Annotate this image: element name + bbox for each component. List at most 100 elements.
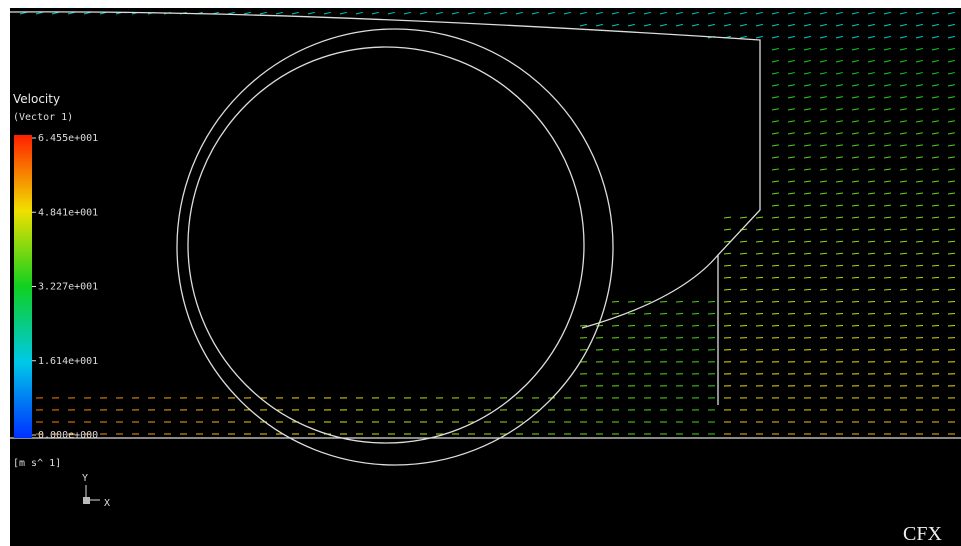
vector-arrow [899,192,908,195]
vector-arrow [931,96,939,99]
viewport [10,8,961,546]
vector-arrow [883,228,892,231]
vector-arrow [771,11,779,15]
vector-arrow [419,11,427,15]
vector-arrow [947,156,955,159]
vector-arrow [803,264,812,267]
axis-origin [83,497,90,504]
vector-arrow [835,35,843,39]
vector-arrow [899,108,907,111]
vector-arrow [915,11,923,15]
vector-arrow [915,144,923,147]
vector-arrow [883,156,891,159]
vector-arrow [579,11,587,15]
vector-arrow [851,23,859,27]
vector-arrow [819,216,828,219]
vector-arrow [851,228,860,231]
vector-arrow [787,108,795,111]
vector-arrow [787,84,795,87]
vector-arrow [851,47,859,51]
vector-arrow [899,120,907,123]
vector-arrow [739,11,747,15]
vector-arrow [867,204,876,207]
vector-arrow [739,35,747,39]
vector-arrow [755,300,764,303]
vector-arrow [595,11,603,15]
vector-arrow [915,300,924,303]
vector-arrow [755,228,764,231]
vector-arrow [899,72,907,75]
vector-arrow [883,108,891,111]
vector-arrow [931,108,939,111]
vector-arrow [803,96,811,99]
vector-arrow [451,11,459,15]
vector-arrow [659,23,667,27]
vector-arrow [771,132,779,135]
vector-arrow [883,180,891,183]
vector-arrow [739,276,748,279]
vector-arrow [867,35,875,39]
vector-arrow [723,23,731,27]
vector-arrow [787,180,795,183]
vector-arrow [931,288,940,291]
vector-arrow [867,23,875,27]
vector-arrow [755,240,764,243]
vector-arrow [947,288,956,291]
vector-arrow [19,11,27,15]
vector-arrow [691,11,699,15]
vector-arrow [675,23,683,27]
vector-arrow [867,180,875,183]
vector-arrow [867,168,875,171]
vector-arrow [307,11,315,15]
vector-arrow [771,252,780,255]
vector-arrow [883,72,891,75]
vector-arrow [851,216,860,219]
vector-arrow [819,35,827,39]
vector-arrow [515,11,523,15]
vector-arrow [803,84,811,87]
vector-arrow [947,120,955,123]
vector-arrow [947,72,955,75]
vector-arrow [915,108,923,111]
vector-arrow [883,84,891,87]
vector-arrow [899,96,907,99]
vector-arrow [403,11,411,15]
vector-arrow [931,156,939,159]
vector-arrow [787,288,796,291]
legend-subtitle: (Vector 1) [13,112,73,123]
vector-arrow [947,60,955,63]
vector-arrow [851,192,860,195]
vector-arrow [899,228,908,231]
vector-arrow [899,84,907,87]
vector-arrow [931,192,940,195]
vector-arrow [819,156,827,159]
vector-arrow [947,144,955,147]
vector-arrow [883,47,891,51]
vector-arrow [835,228,844,231]
vector-arrow [819,180,827,183]
vector-arrow [723,216,732,219]
vector-arrow [867,144,875,147]
vector-arrow [851,144,859,147]
vector-arrow [931,252,940,255]
vector-arrow [835,60,843,63]
vector-arrow [867,60,875,63]
vector-arrow [915,84,923,87]
vector-arrow [915,276,924,279]
vector-arrow [771,72,779,75]
vector-arrow [627,300,636,303]
vector-arrow [867,300,876,303]
vector-arrow [611,300,620,303]
vector-arrow [835,252,844,255]
vector-arrow [947,300,956,303]
vector-arrow [771,204,780,207]
vector-arrow [563,11,571,15]
vector-arrow [771,96,779,99]
vector-arrow [899,300,908,303]
vector-arrow [803,35,811,39]
vector-arrow [867,84,875,87]
vector-arrow [771,216,780,219]
axis-x-label: X [104,498,110,509]
vector-arrow [931,276,940,279]
